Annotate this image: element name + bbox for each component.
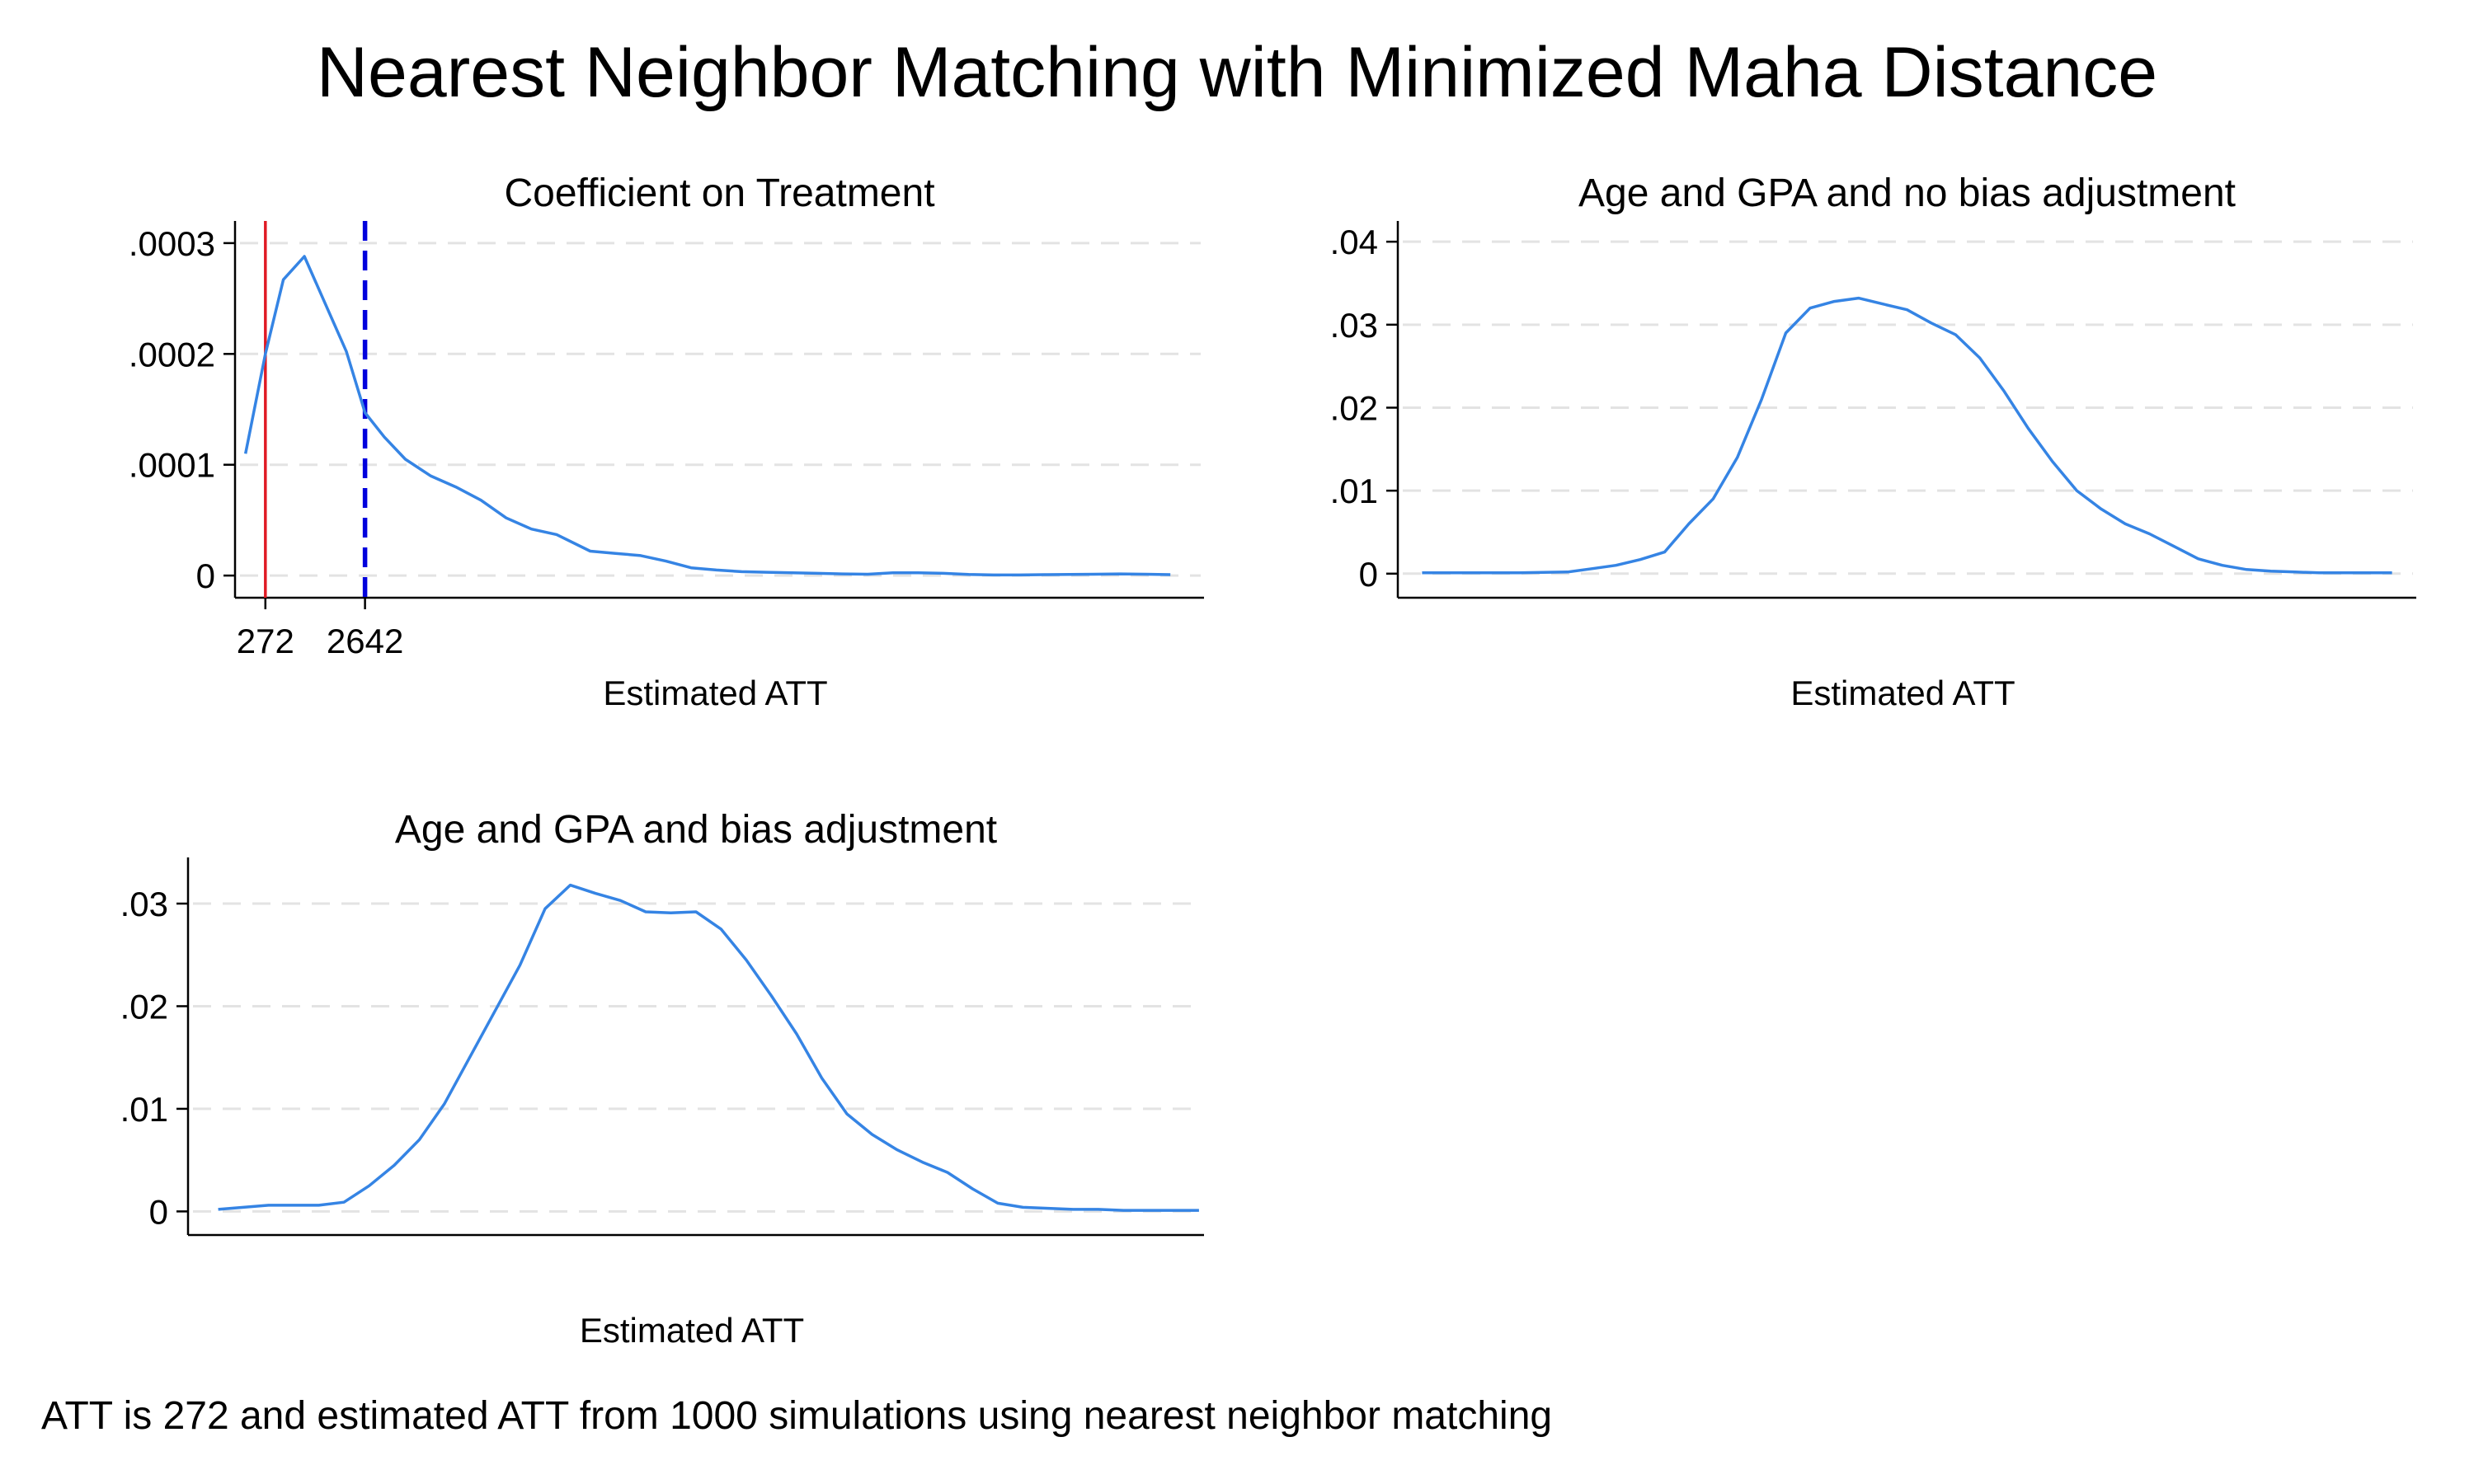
x-axis-label: Estimated ATT: [1790, 674, 2015, 712]
y-tick-label: .01: [1330, 472, 1378, 510]
x-tick-label: 2642: [327, 622, 403, 660]
x-axis-label: Estimated ATT: [580, 1311, 804, 1350]
y-tick-label: .04: [1330, 223, 1378, 261]
y-tick-label: .0001: [129, 446, 215, 485]
density-curve-density: [1422, 296, 2392, 575]
y-tick-label: .02: [1330, 388, 1378, 427]
panel-title: Age and GPA and no bias adjustment: [1578, 171, 2236, 215]
y-tick-label: .03: [120, 885, 168, 923]
y-tick-label: .02: [120, 987, 168, 1026]
y-tick-label: .01: [120, 1090, 168, 1129]
y-tick-label: 0: [196, 556, 215, 595]
y-tick-label: 0: [1359, 555, 1378, 594]
density-curve-density: [243, 255, 1171, 577]
panel-title: Coefficient on Treatment: [504, 171, 934, 215]
y-tick-label: 0: [149, 1192, 168, 1231]
x-tick-label: 272: [237, 622, 294, 660]
x-axis-label: Estimated ATT: [603, 674, 827, 712]
figure-title: Nearest Neighbor Matching with Minimized…: [316, 33, 2158, 112]
density-curve-density: [218, 883, 1199, 1212]
figure-note: ATT is 272 and estimated ATT from 1000 s…: [41, 1394, 1553, 1438]
y-tick-label: .0003: [129, 224, 215, 263]
y-tick-label: .0002: [129, 335, 215, 373]
chart-panel-1: Coefficient on Treatment 0 .0001 .0002 .0003…: [129, 171, 1204, 712]
chart-panel-2: Age and GPA and no bias adjustment 0 .01 .0…: [1330, 171, 2416, 712]
y-tick-label: .03: [1330, 306, 1378, 345]
chart-panel-3: Age and GPA and bias adjustment 0 .01 .02 .0…: [120, 808, 1204, 1350]
panel-title: Age and GPA and bias adjustment: [395, 808, 997, 852]
